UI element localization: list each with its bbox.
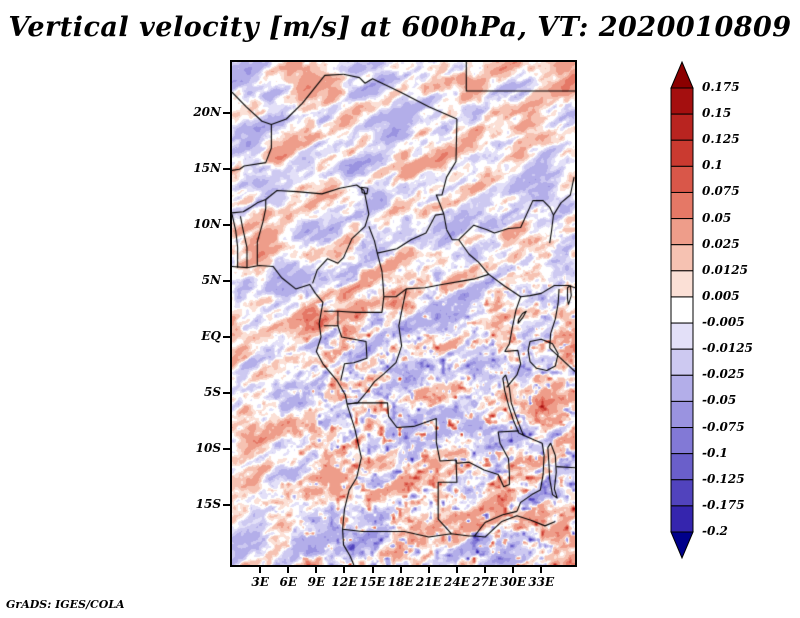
colorbar-label: -0.005 <box>702 315 745 330</box>
lon-tick-label: 30E <box>500 575 527 589</box>
colorbar-label: -0.075 <box>702 419 745 434</box>
colorbar-band <box>670 218 694 246</box>
colorbar-label: -0.025 <box>702 367 745 382</box>
colorbar-label: -0.1 <box>702 445 728 460</box>
lat-tick <box>223 503 230 506</box>
lat-tick-label: 5S <box>203 384 221 399</box>
lon-tick-label: 21E <box>415 575 442 589</box>
colorbar-label: 0.075 <box>702 184 740 199</box>
lat-tick <box>223 280 230 283</box>
lat-tick-label: 10S <box>195 440 221 455</box>
colorbar-arrow-up <box>670 60 694 89</box>
lat-tick <box>223 112 230 115</box>
colorbar-label: 0.05 <box>702 210 732 225</box>
lon-tick <box>399 567 402 573</box>
lon-tick <box>484 567 487 573</box>
colorbar-label: 0.025 <box>702 236 740 251</box>
vertical-velocity-field-canvas <box>232 62 575 565</box>
colorbar-label: 0.175 <box>702 80 740 94</box>
colorbar-band <box>670 270 694 298</box>
colorbar-label: 0.125 <box>702 132 740 147</box>
lat-tick <box>223 224 230 227</box>
lat-tick <box>223 447 230 450</box>
lat-tick-label: 5N <box>201 273 221 288</box>
colorbar-band <box>670 479 694 507</box>
colorbar-band <box>670 427 694 455</box>
lon-tick <box>259 567 262 573</box>
colorbar-band <box>670 139 694 167</box>
lat-tick <box>223 335 230 338</box>
lon-tick <box>371 567 374 573</box>
lon-tick-label: 18E <box>387 575 414 589</box>
lat-tick-label: 15N <box>193 161 221 176</box>
colorbar-label: 0.1 <box>702 158 723 173</box>
colorbar-band <box>670 165 694 193</box>
colorbar-label: 0.15 <box>702 106 732 121</box>
colorbar-band <box>670 244 694 272</box>
colorbar-band <box>670 87 694 115</box>
colorbar-band <box>670 296 694 324</box>
colorbar-band <box>670 374 694 402</box>
colorbar-band <box>670 191 694 220</box>
lon-tick <box>455 567 458 573</box>
lon-tick <box>343 567 346 573</box>
colorbar-label: -0.125 <box>702 471 745 486</box>
lon-tick <box>287 567 290 573</box>
colorbar-band <box>670 348 694 376</box>
colorbar-band <box>670 453 694 481</box>
lat-tick <box>223 168 230 171</box>
colorbar-arrow-down <box>670 531 694 560</box>
lon-tick <box>315 567 318 573</box>
colorbar-band <box>670 400 694 429</box>
map-frame <box>230 60 577 567</box>
colorbar-label: -0.175 <box>702 497 745 512</box>
colorbar-svg <box>670 60 694 560</box>
colorbar-label: -0.05 <box>702 393 737 408</box>
lat-tick-label: EQ <box>201 328 221 343</box>
plot-title: Vertical velocity [m/s] at 600hPa, VT: 2… <box>8 12 792 43</box>
colorbar-band <box>670 113 694 141</box>
lon-tick-label: 15E <box>359 575 386 589</box>
lat-tick-label: 20N <box>193 105 221 120</box>
colorbar-label: 0.0125 <box>702 262 748 277</box>
lon-tick-label: 12E <box>331 575 358 589</box>
colorbar-label: 0.005 <box>702 288 740 303</box>
lon-tick-label: 9E <box>307 575 326 589</box>
lat-tick-label: 15S <box>195 496 221 511</box>
colorbar-label: -0.0125 <box>702 341 753 356</box>
lat-tick <box>223 391 230 394</box>
colorbar-band <box>670 322 694 350</box>
lat-tick-label: 10N <box>193 217 221 232</box>
colorbar-label: -0.2 <box>702 524 728 538</box>
lon-tick-label: 3E <box>251 575 269 589</box>
lon-tick <box>540 567 543 573</box>
lon-tick-label: 6E <box>279 575 297 589</box>
colorbar: 0.175 0.15 0.125 0.1 0.075 0.05 0.025 0.0125 0.0… <box>670 60 800 565</box>
lon-tick-label: 33E <box>528 575 555 589</box>
colorbar-band <box>670 505 694 533</box>
lon-tick <box>512 567 515 573</box>
grads-attribution: GrADS: IGES/COLA <box>6 598 125 611</box>
lon-tick-label: 27E <box>472 575 498 589</box>
lon-tick <box>427 567 430 573</box>
lon-tick-label: 24E <box>443 575 470 589</box>
